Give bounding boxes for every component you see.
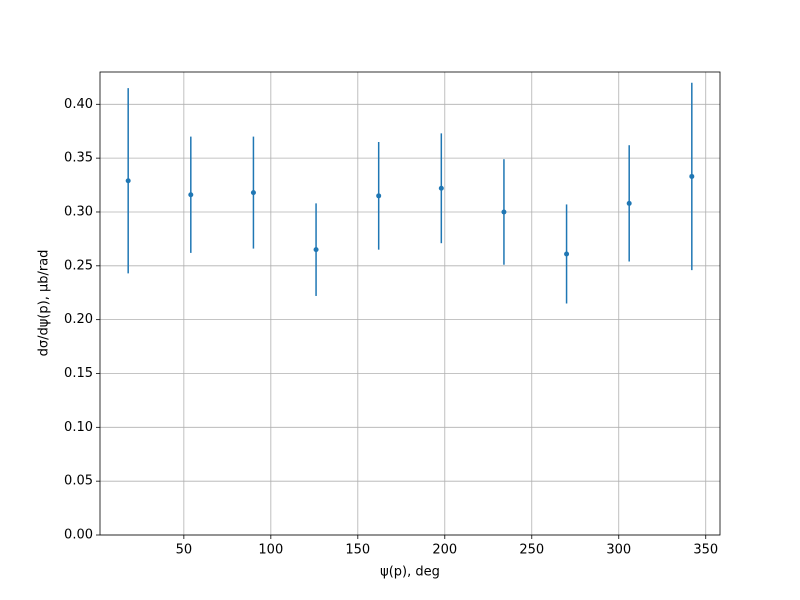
y-tick-label: 0.15 [64,366,93,381]
y-tick-label: 0.25 [64,258,93,273]
data-point [689,173,695,179]
x-tick-label: 200 [432,543,457,558]
y-tick-label: 0.00 [64,528,93,543]
data-point [626,200,632,206]
x-axis-label: ψ(p), deg [380,565,440,580]
x-tick-label: 250 [519,543,544,558]
data-point [376,193,382,199]
y-axis-label: dσ/dψ(p), μb/rad [37,250,52,357]
x-tick-label: 100 [258,543,283,558]
y-tick-label: 0.20 [64,312,93,327]
y-tick-label: 0.30 [64,204,93,219]
y-tick-label: 0.40 [64,97,93,112]
data-point [313,247,319,253]
axes-frame [99,71,721,536]
data-point [438,185,444,191]
x-tick-label: 300 [606,543,631,558]
x-tick-label: 50 [176,543,193,558]
x-tick-label: 350 [693,543,718,558]
data-point [125,178,131,184]
y-tick-label: 0.10 [64,420,93,435]
y-tick-label: 0.05 [64,474,93,489]
y-tick-label: 0.35 [64,151,93,166]
data-point [188,192,194,198]
plot-area [100,72,720,536]
x-tick-label: 150 [345,543,370,558]
data-point [501,209,507,215]
data-point [250,190,256,196]
data-point [564,251,570,257]
